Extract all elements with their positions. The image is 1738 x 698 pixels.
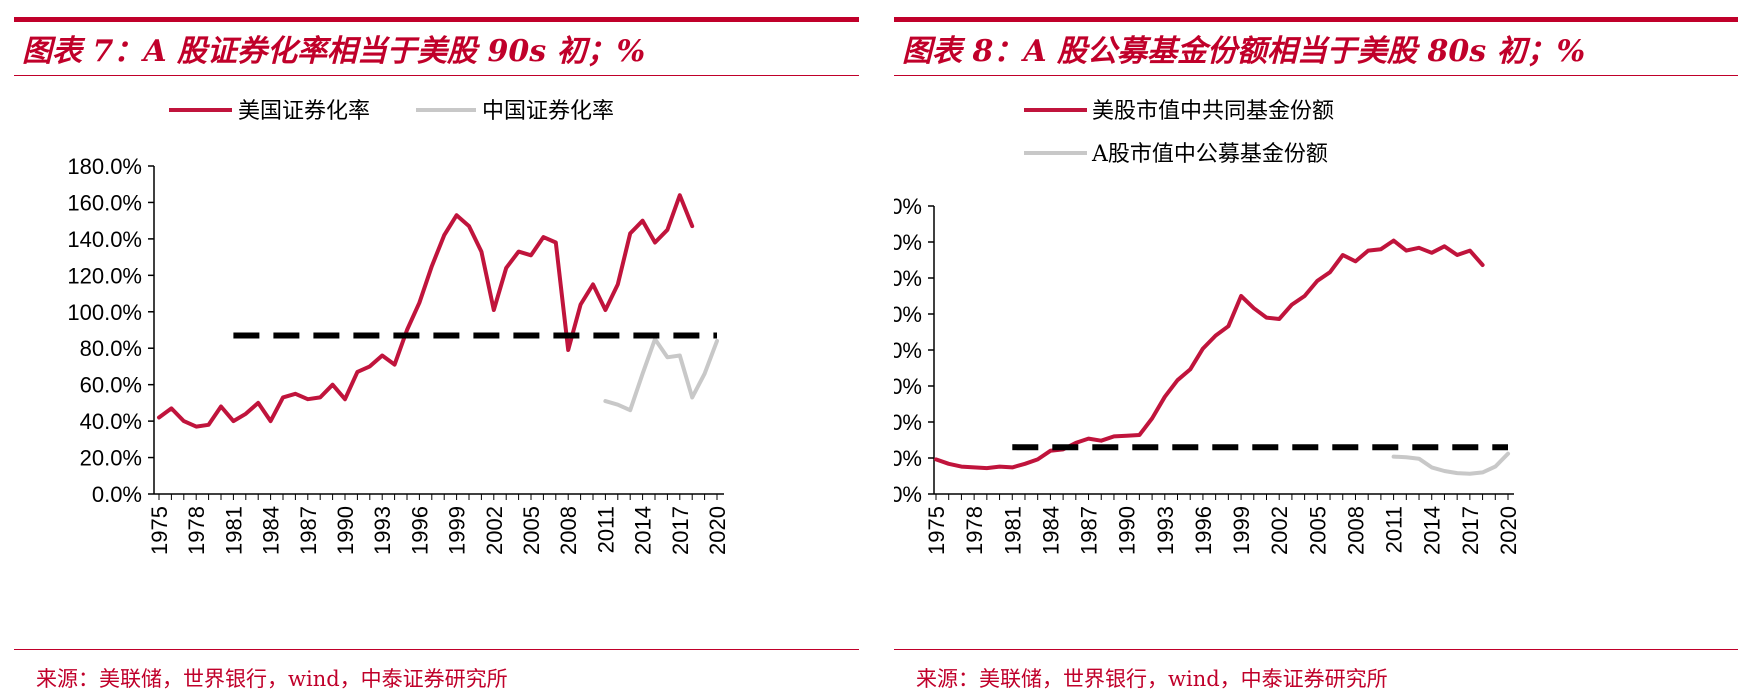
y-tick-label: 15.0% <box>894 374 922 399</box>
x-tick-label: 2011 <box>1382 506 1407 553</box>
y-tick-label: 0.0% <box>92 482 142 507</box>
x-tick-label: 1990 <box>1115 506 1140 555</box>
y-tick-label: 25.0% <box>894 302 922 327</box>
x-tick-label: 2017 <box>1458 506 1483 555</box>
series-line <box>157 193 695 429</box>
line-chart: 美股市值中共同基金份额 A股市值中公募基金份额 0.0% 5.0% 10.0% 15.0%… <box>894 99 1521 555</box>
x-tick-label: 1987 <box>296 506 321 555</box>
title-rule <box>14 75 859 76</box>
legend-label: 美股市值中共同基金份额 <box>1092 99 1334 124</box>
x-tick-label: 1984 <box>1038 506 1063 555</box>
x-tick-label: 1999 <box>1229 506 1254 555</box>
y-tick-label: 160.0% <box>67 190 142 215</box>
x-tick-label: 1978 <box>184 506 209 555</box>
series-line <box>934 238 1485 471</box>
y-tick-label: 40.0% <box>80 409 142 434</box>
x-tick-label: 1993 <box>1153 506 1178 555</box>
x-tick-label: 2017 <box>668 506 693 555</box>
y-tick-label: 20.0% <box>80 446 142 471</box>
y-tick-label: 100.0% <box>67 300 142 325</box>
x-tick-label: 1990 <box>333 506 358 555</box>
x-tick-label: 1996 <box>407 506 432 555</box>
source-rule <box>14 649 859 650</box>
legend-label: 美国证券化率 <box>238 99 370 124</box>
y-tick-label: 30.0% <box>894 266 922 291</box>
top-rule <box>894 17 1738 22</box>
legend: 美股市值中共同基金份额 A股市值中公募基金份额 <box>1024 99 1334 167</box>
x-tick-label: 1975 <box>147 506 172 555</box>
x-tick-label: 2008 <box>1343 506 1368 555</box>
source-note: 来源：美联储，世界银行，wind，中泰证券研究所 <box>36 667 508 691</box>
x-tick-label: 1996 <box>1191 506 1216 555</box>
x-tick-label: 2008 <box>556 506 581 555</box>
legend: 美国证券化率 中国证券化率 <box>169 99 614 124</box>
series-line <box>603 337 719 413</box>
y-tick-label: 10.0% <box>894 410 922 435</box>
legend-label: A股市值中公募基金份额 <box>1091 142 1328 167</box>
x-tick-label: 1975 <box>924 506 949 555</box>
x-tick-label: 1981 <box>1000 506 1025 555</box>
x-tick-label: 1984 <box>259 506 284 555</box>
y-tick-label: 5.0% <box>894 446 922 471</box>
y-tick-label: 120.0% <box>67 263 142 288</box>
source-rule <box>894 649 1738 650</box>
chart-title: 图表 7：A 股证券化率相当于美股 90s 初；% <box>22 34 646 69</box>
x-tick-label: 2014 <box>1420 506 1445 555</box>
line-chart: 美国证券化率 中国证券化率 0.0% 20.0% 40.0% 60.0% 80.0% 100.… <box>67 99 730 555</box>
top-rule <box>14 17 859 22</box>
source-note: 来源：美联储，世界银行，wind，中泰证券研究所 <box>916 667 1388 691</box>
x-tick-label: 2002 <box>1267 506 1292 555</box>
y-tick-label: 0.0% <box>894 482 922 507</box>
legend-label: 中国证券化率 <box>482 99 614 124</box>
series-line <box>1391 451 1510 476</box>
x-tick-label: 2005 <box>1305 506 1330 555</box>
y-tick-label: 60.0% <box>80 373 142 398</box>
chart-panel-7: 图表 7：A 股证券化率相当于美股 90s 初；% 美国证券化率 中国证券化率 0.… <box>14 0 859 698</box>
x-tick-label: 2014 <box>631 506 656 555</box>
y-tick-label: 35.0% <box>894 230 922 255</box>
x-tick-label: 2020 <box>1496 506 1521 555</box>
y-tick-label: 80.0% <box>80 336 142 361</box>
y-tick-label: 20.0% <box>894 338 922 363</box>
x-tick-label: 1999 <box>445 506 470 555</box>
x-tick-label: 1993 <box>370 506 395 555</box>
y-tick-label: 140.0% <box>67 227 142 252</box>
x-tick-label: 2002 <box>482 506 507 555</box>
x-tick-label: 2011 <box>593 506 618 553</box>
x-tick-label: 1981 <box>221 506 246 555</box>
x-tick-label: 2005 <box>519 506 544 555</box>
x-tick-label: 1978 <box>962 506 987 555</box>
y-tick-label: 180.0% <box>67 154 142 179</box>
chart-title: 图表 8：A 股公募基金份额相当于美股 80s 初；% <box>902 34 1586 69</box>
chart-panel-8: 图表 8：A 股公募基金份额相当于美股 80s 初；% 美股市值中共同基金份额 A… <box>894 0 1738 698</box>
x-tick-label: 1987 <box>1077 506 1102 555</box>
x-tick-label: 2020 <box>705 506 730 555</box>
title-rule <box>894 75 1738 76</box>
y-tick-label: 40.0% <box>894 194 922 219</box>
